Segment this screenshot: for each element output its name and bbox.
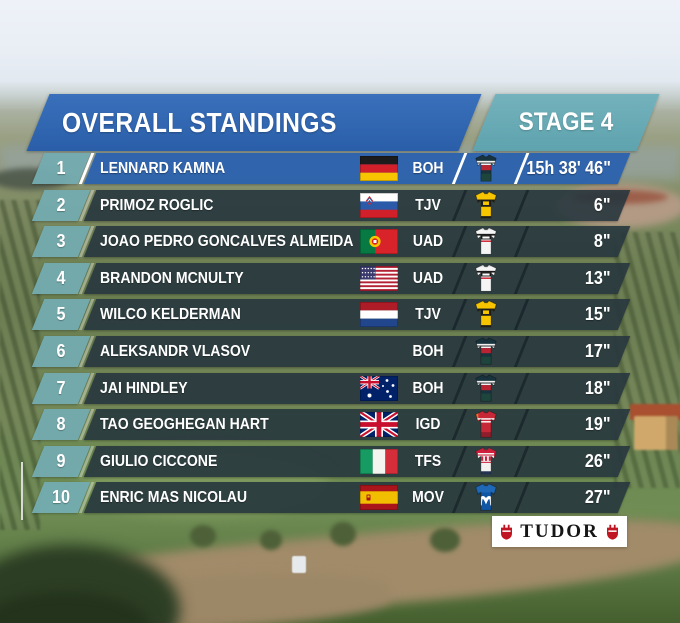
- time-gap: 6": [594, 194, 611, 215]
- team-code: IGD: [415, 416, 441, 434]
- white-object: [292, 556, 306, 573]
- olive-tree: [260, 530, 282, 550]
- time-gap: 13": [585, 267, 611, 288]
- olive-tree: [190, 525, 216, 547]
- bora-jersey-icon: [469, 337, 503, 366]
- italy-flag-icon: [360, 448, 398, 474]
- house: [634, 416, 678, 450]
- rank-number: 1: [56, 158, 66, 178]
- rider-name: LENNARD KAMNA: [100, 160, 226, 177]
- uk-flag-icon: [360, 412, 398, 438]
- team-code: BOH: [412, 343, 444, 360]
- jumbo-jersey-icon: [469, 190, 503, 220]
- team-code: TJV: [415, 196, 441, 214]
- team-code: BOH: [412, 379, 444, 397]
- ineos-jersey-icon: [469, 410, 503, 439]
- utility-pole: [21, 462, 23, 520]
- bora-jersey-icon: [469, 154, 503, 183]
- team-code: TJV: [415, 306, 441, 324]
- rider-name: BRANDON MCNULTY: [100, 269, 244, 287]
- time-gap: 19": [585, 414, 611, 435]
- portugal-flag-icon: [360, 229, 398, 255]
- team-code: MOV: [412, 489, 444, 507]
- team-code: UAD: [412, 233, 444, 251]
- stage-label: STAGE 4: [518, 108, 614, 136]
- rank-number: 6: [56, 341, 66, 361]
- rider-name: JOAO PEDRO GONCALVES ALMEIDA: [100, 233, 354, 251]
- slovenia-flag-icon: [360, 192, 398, 218]
- rank-number: 9: [56, 450, 66, 471]
- netherlands-flag-icon: [360, 302, 398, 328]
- time-gap: 27": [585, 487, 611, 508]
- time-gap: 8": [594, 231, 611, 252]
- trek-jersey-icon: [469, 447, 503, 476]
- standings-row: 10 ENRIC MAS NICOLAU MOV 27": [31, 482, 630, 514]
- sponsor-name: TUDOR: [520, 520, 599, 542]
- usa-flag-icon: [360, 265, 398, 291]
- standings-row: 6 ALEKSANDR VLASOV BOH 17": [31, 336, 630, 368]
- standings-row: 3 JOAO PEDRO GONCALVES ALMEIDA UAD 8": [31, 226, 630, 258]
- rider-name: JAI HINDLEY: [100, 379, 188, 397]
- rider-name: GIULIO CICCONE: [100, 452, 218, 470]
- uae-jersey-icon: [469, 264, 503, 293]
- rider-name: PRIMOZ ROGLIC: [100, 196, 214, 214]
- time-gap: 26": [585, 450, 611, 471]
- rider-name: WILCO KELDERMAN: [100, 306, 241, 324]
- team-code: BOH: [412, 160, 444, 177]
- rank-number: 5: [56, 304, 66, 325]
- sponsor-logo: TUDOR: [492, 516, 627, 547]
- rider-name: ENRIC MAS NICOLAU: [100, 489, 248, 507]
- spain-flag-icon: [360, 485, 398, 511]
- olive-tree: [330, 522, 356, 546]
- jumbo-jersey-icon: [469, 300, 503, 329]
- standings-row: 2 PRIMOZ ROGLIC TJV 6": [31, 189, 630, 221]
- standings-row: 4 BRANDON MCNULTY UAD 13": [31, 262, 630, 295]
- standings-row: 5 WILCO KELDERMAN TJV 15": [31, 299, 630, 331]
- page-title: OVERALL STANDINGS: [62, 107, 337, 138]
- rank-number: 10: [51, 487, 71, 508]
- rider-name: ALEKSANDR VLASOV: [100, 343, 251, 360]
- movistar-jersey-icon: [469, 483, 503, 512]
- time-gap: 15h 38' 46": [526, 158, 611, 178]
- uae-jersey-icon: [469, 227, 503, 256]
- team-code: UAD: [412, 269, 444, 287]
- tudor-shield-icon: [605, 523, 620, 540]
- standings-row: 7 JAI HINDLEY BOH 18": [31, 372, 630, 404]
- rank-number: 3: [56, 231, 66, 252]
- standings-row: 8 TAO GEOGHEGAN HART IGD 19": [31, 409, 630, 441]
- germany-flag-icon: [360, 156, 398, 181]
- time-gap: 18": [585, 377, 611, 398]
- standings-row: 9 GIULIO CICCONE TFS 26": [31, 445, 630, 478]
- standings-row: 1 LENNARD KAMNA BOH 15h 38' 46": [31, 153, 630, 185]
- rank-number: 8: [56, 414, 66, 435]
- rider-name: TAO GEOGHEGAN HART: [100, 416, 269, 434]
- tudor-shield-icon: [499, 523, 514, 540]
- country-flag-icon: [360, 339, 398, 364]
- australia-flag-icon: [360, 375, 398, 401]
- rank-number: 2: [56, 194, 66, 215]
- rank-number: 7: [56, 377, 66, 398]
- time-gap: 17": [585, 341, 611, 361]
- rank-number: 4: [56, 267, 66, 288]
- time-gap: 15": [585, 304, 611, 325]
- olive-tree: [430, 528, 460, 552]
- bora-jersey-icon: [469, 373, 503, 403]
- team-code: TFS: [414, 452, 442, 470]
